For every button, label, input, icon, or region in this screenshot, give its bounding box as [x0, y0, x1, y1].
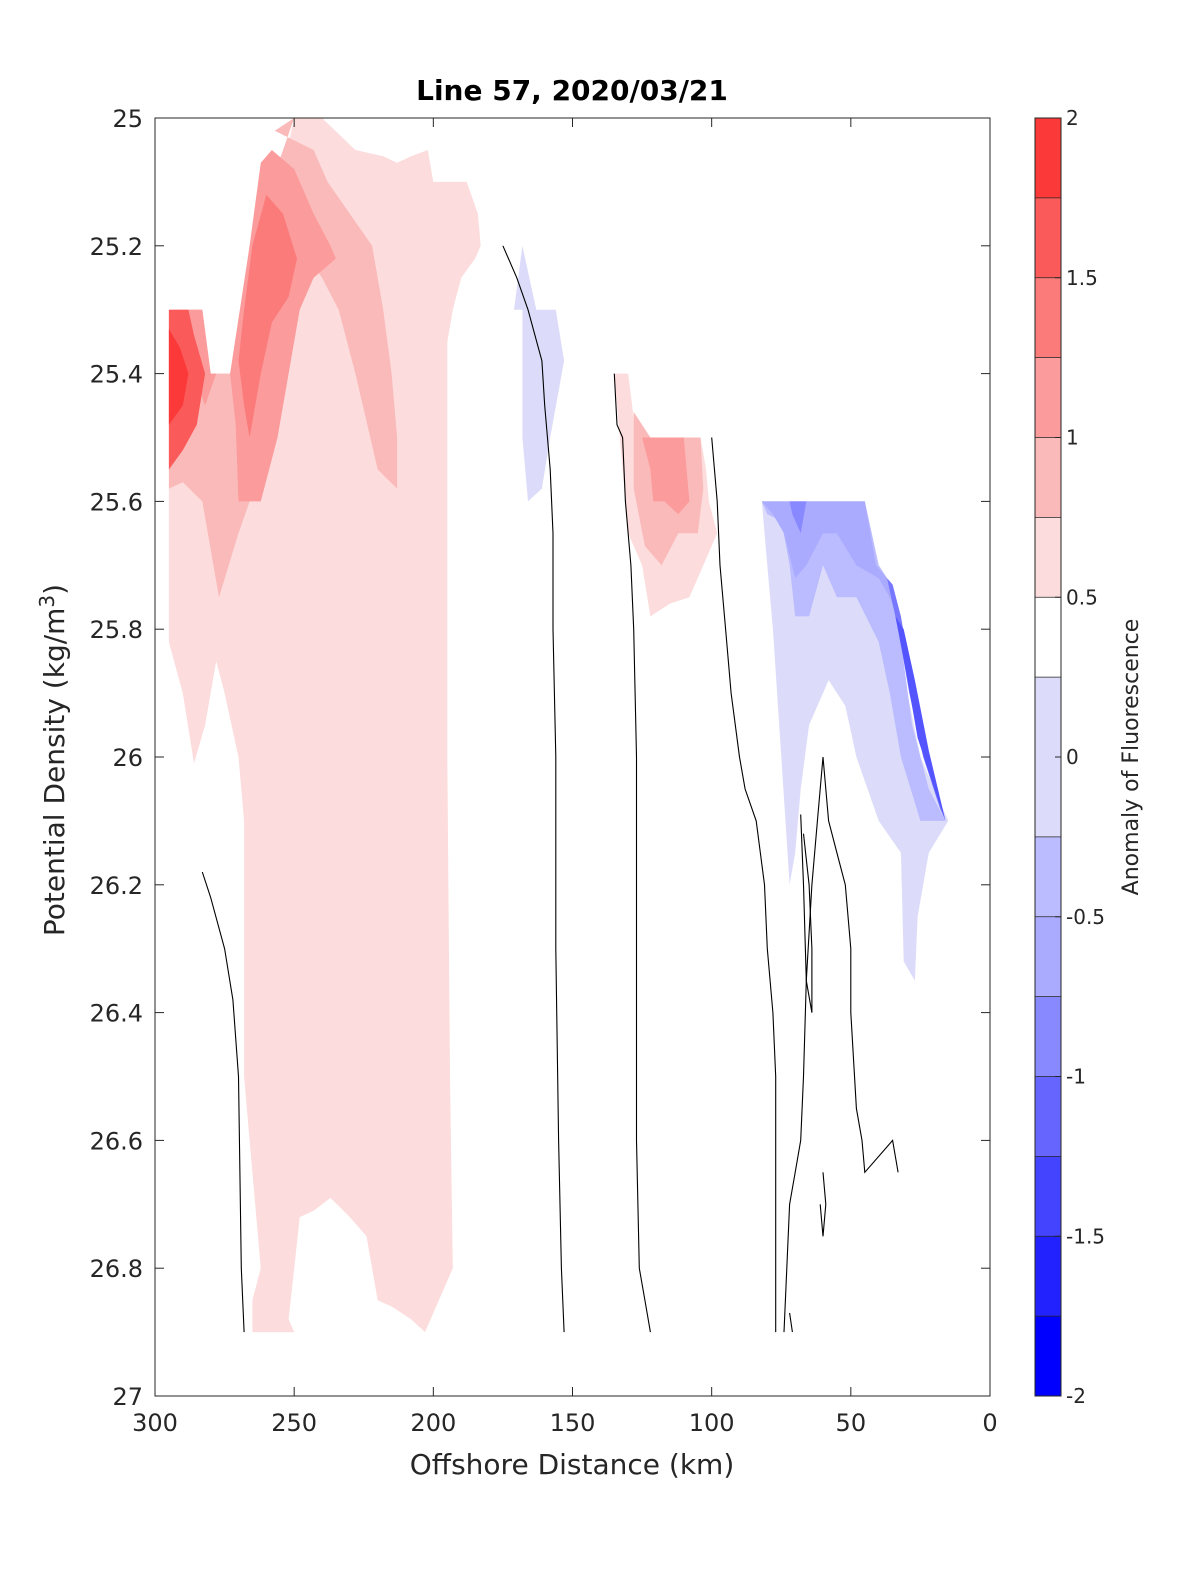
colorbar-tick-label: 1.5 — [1066, 266, 1098, 290]
zero-contour-line-1 — [613, 373, 651, 1333]
colorbar-segment — [1035, 597, 1061, 678]
colorbar-segment — [1035, 1076, 1061, 1157]
colorbar-tick-label: 2 — [1066, 106, 1079, 130]
x-tick-label: 200 — [410, 1409, 456, 1437]
x-tick-label: 50 — [836, 1409, 867, 1437]
plot-axes: 300 250 200 150 100 50 0 25 25.2 25.4 25.6 25.8 26 26… — [90, 105, 998, 1437]
contour-region-10 — [761, 501, 949, 981]
zero-contour-line-8 — [789, 1312, 793, 1333]
colorbar-tick-label: -0.5 — [1066, 905, 1105, 929]
x-axis-label: Offshore Distance (km) — [410, 1448, 735, 1481]
contour-region-5 — [168, 328, 189, 425]
x-tick-label: 300 — [132, 1409, 178, 1437]
contour-region-15 — [895, 616, 946, 821]
y-tick-label: 26.6 — [90, 1127, 143, 1155]
colorbar-label: Anomaly of Fluorescence — [1119, 619, 1144, 896]
x-tick-label: 0 — [982, 1409, 997, 1437]
colorbar-segment — [1035, 836, 1061, 917]
y-axis-label: Potential Density (kg/m3) — [35, 584, 71, 936]
colorbar-segment — [1035, 118, 1061, 198]
colorbar-tick-label: 0.5 — [1066, 585, 1098, 609]
colorbar-segment — [1035, 357, 1061, 438]
colorbar-segment — [1035, 1156, 1061, 1237]
contour-region-9 — [642, 437, 690, 515]
colorbar-segment — [1035, 197, 1061, 278]
colorbar-segment — [1035, 277, 1061, 358]
contour-region-6 — [514, 245, 565, 502]
colorbar-segment — [1035, 996, 1061, 1077]
y-tick-label: 26.2 — [90, 872, 143, 900]
zero-contour-line-6 — [819, 1172, 827, 1237]
zero-contour-line-3 — [822, 756, 899, 1174]
y-tick-label: 27 — [112, 1383, 143, 1411]
colorbar-segment — [1035, 1316, 1061, 1396]
y-tick-label: 26 — [112, 744, 143, 772]
y-tick-label: 25 — [112, 105, 143, 133]
y-tick-label: 25.2 — [90, 233, 143, 261]
y-tick-label: 25.6 — [90, 488, 143, 516]
colorbar-segment — [1035, 517, 1061, 598]
contour-region-13 — [789, 501, 807, 534]
contour-region-3 — [238, 194, 297, 438]
zero-contour-line-0 — [502, 245, 565, 1333]
y-tick-label: 25.8 — [90, 616, 143, 644]
chart-title: Line 57, 2020/03/21 — [416, 74, 728, 107]
colorbar-segment — [1035, 916, 1061, 997]
filled-contour-regions — [168, 118, 949, 1333]
contour-lines — [201, 245, 899, 1333]
colorbar-segment — [1035, 1236, 1061, 1317]
x-tick-label: 100 — [689, 1409, 735, 1437]
zero-contour-line-4 — [783, 756, 824, 1333]
zero-contour-line-2 — [711, 437, 777, 1333]
x-tick-label: 150 — [550, 1409, 596, 1437]
x-tick-label: 250 — [271, 1409, 317, 1437]
y-tick-label: 25.4 — [90, 361, 143, 389]
colorbar-tick-label: -2 — [1066, 1384, 1086, 1408]
colorbar: 2 1.5 1 0.5 0 -0.5 -1 -1.5 -2 — [1034, 106, 1105, 1408]
colorbar-tick-label: 0 — [1066, 745, 1079, 769]
colorbar-tick-label: 1 — [1066, 426, 1079, 450]
y-tick-label: 26.8 — [90, 1255, 143, 1283]
colorbar-tick-label: -1.5 — [1066, 1224, 1105, 1248]
y-tick-label: 26.4 — [90, 1000, 143, 1028]
contour-region-11 — [761, 501, 946, 821]
zero-contour-line-5 — [800, 814, 813, 1013]
zero-contour-line-7 — [201, 871, 245, 1333]
colorbar-tick-label: -1 — [1066, 1065, 1086, 1089]
contour-region-1 — [168, 118, 398, 598]
colorbar-segment — [1035, 437, 1061, 518]
